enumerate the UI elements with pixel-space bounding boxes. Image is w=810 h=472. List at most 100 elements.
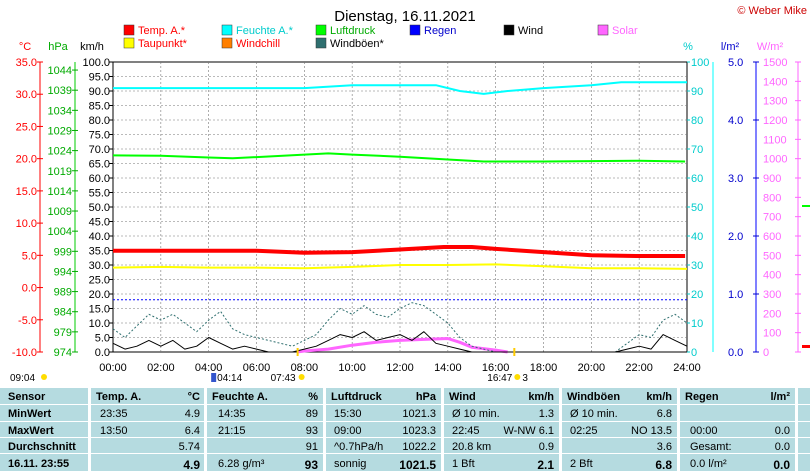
tick-label-temp: 15.0 [16,186,37,198]
tick-label-rain: 2.0 [728,231,743,243]
tick-label-wind: 15.0 [89,304,110,316]
table-cell-gust-v: NO 13.5 [631,424,672,437]
tick-label-wind: 70.0 [89,144,110,156]
table-cell-gust-t: 2 Bft [570,457,593,470]
tick-label-press: 1024 [48,146,72,158]
tick-label-hum: 80 [691,115,703,127]
table-cell-temp-v: 4.9 [184,408,200,420]
tick-label-rain: 0.0 [728,347,743,359]
x-tick-label: 08:00 [291,362,319,374]
tick-label-press: 1044 [48,65,72,77]
table-cell-press-t: sonnig [334,457,367,470]
x-tick-label: 20:00 [578,362,606,374]
tick-label-wind: 50.0 [89,202,110,214]
legend-label: Wind [518,25,543,37]
tick-label-solar: 900 [763,173,781,185]
tick-label-hum: 20 [691,289,703,301]
left-sun-icon [41,374,47,380]
tick-label-wind: 65.0 [89,159,110,171]
tick-label-wind: 95.0 [89,72,110,84]
tick-label-hum: 0 [691,347,697,359]
tick-label-rain: 1.0 [728,289,743,301]
legend-label: Temp. A.* [138,25,186,37]
table-header-wind: Wind [449,391,476,403]
tick-label-hum: 100 [691,57,709,69]
tick-label-solar: 200 [763,308,781,320]
tick-label-temp: 25.0 [16,121,37,133]
weather-chart: Dienstag, 16.11.2021 © Weber Mike Temp. A.… [10,5,810,384]
legend-swatch [503,24,515,36]
table-cell-press-v: 1023.3 [402,424,436,437]
table-header-rain: Regen [685,391,719,403]
tick-label-hum: 60 [691,173,703,185]
legend-label: Regen [424,25,456,37]
tick-label-wind: 75.0 [89,130,110,142]
right-marker-red [802,345,810,348]
x-tick-label: 16:00 [482,362,510,374]
series-line [113,81,687,95]
moon-phase-label: 3 [522,373,528,384]
tick-label-wind: 85.0 [89,101,110,113]
table-cell-hum-v: 93 [304,457,318,472]
tick-label-press: 994 [54,266,72,278]
axis-unit-solar: W/m² [757,41,784,53]
tick-label-solar: 500 [763,250,781,262]
legend-swatch [315,37,327,49]
tick-label-hum: 50 [691,202,703,214]
tick-label-wind: 40.0 [89,231,110,243]
moonrise-icon [211,373,217,382]
table-header-rain-unit: l/m² [770,391,790,403]
table-header-gust: Windböen [567,391,621,403]
tick-label-solar: 300 [763,289,781,301]
table-header-sensor: Sensor [8,391,46,403]
tick-label-wind: 35.0 [89,246,110,258]
table-cell-wind-v: 2.1 [537,457,554,472]
sun-icon [298,374,305,380]
table-header-temp-unit: °C [187,391,200,403]
axis-unit-press: hPa [48,41,68,53]
series-line [112,152,686,163]
tick-label-press: 979 [54,327,72,339]
tick-label-press: 989 [54,287,72,299]
x-tick-label: 18:00 [530,362,558,374]
axis-unit-hum: % [683,41,693,53]
table-cell-rain-v: 0.0 [774,424,790,437]
tick-label-hum: 10 [691,318,703,330]
table-cell-rain-t: Gesamt: [690,441,732,453]
table-cell-label: MaxWert [8,424,54,437]
table-cell-temp-v: 6.4 [184,424,200,437]
table-cell-press-v: 1022.2 [402,441,436,453]
table-cell-press-t: 15:30 [334,408,362,420]
tick-label-solar: 800 [763,192,781,204]
tick-label-solar: 1000 [763,154,787,166]
table-header-wind-unit: km/h [528,391,554,403]
tick-label-wind: 100.0 [82,57,110,69]
tick-label-solar: 1100 [763,134,787,146]
copyright-text: © Weber Mike [737,5,807,17]
tick-label-press: 1014 [48,186,72,198]
table-cell-gust-v: 3.6 [656,441,672,453]
tick-label-hum: 90 [691,86,703,98]
table-header-hum: Feuchte A. [212,391,268,403]
table-cell-hum-t: 6.28 g/m³ [218,457,265,470]
tick-label-solar: 400 [763,270,781,282]
table-cell-wind-v: 0.9 [538,441,554,453]
tick-label-hum: 70 [691,144,703,156]
table-cell-press-t: 09:00 [334,424,362,437]
event-sunset-time: 16:47 [487,373,512,384]
table-header-hum-unit: % [308,391,318,403]
legend-swatch [409,24,421,36]
table-cell-press-t: ^0.7hPa/h [334,441,384,453]
moon-icon [514,374,521,380]
tick-label-wind: 10.0 [89,318,110,330]
tick-label-wind: 90.0 [89,86,110,98]
legend-swatch [597,24,609,36]
table-cell-gust-v: 6.8 [655,457,672,472]
series-line [113,245,686,258]
legend-swatch [221,24,233,36]
legend-label: Solar [612,25,638,37]
table-cell-gust-t: Ø 10 min. [570,408,618,420]
tick-label-wind: 5.0 [95,333,110,345]
tick-label-temp: 20.0 [16,154,37,166]
table-header-press: Luftdruck [331,391,382,403]
